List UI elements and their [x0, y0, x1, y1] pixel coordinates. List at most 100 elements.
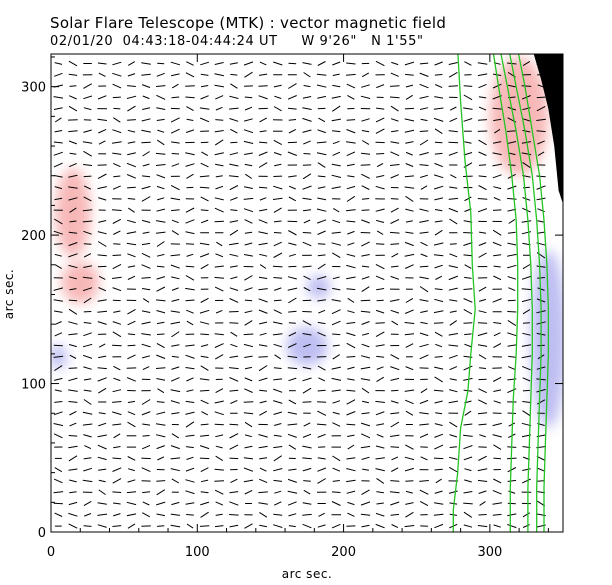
- field-vector: [171, 344, 180, 347]
- field-vector: [522, 524, 530, 528]
- field-vector: [317, 389, 326, 392]
- field-vector: [112, 72, 122, 77]
- field-vector: [214, 197, 224, 201]
- field-vector: [171, 433, 180, 439]
- field-vector: [155, 231, 166, 234]
- field-vector: [214, 525, 224, 528]
- field-vector: [127, 468, 135, 472]
- field-vector: [112, 254, 122, 256]
- field-vector: [156, 107, 166, 110]
- field-vector: [98, 275, 106, 280]
- field-vector: [157, 129, 165, 133]
- field-vector: [68, 130, 78, 133]
- field-vector: [521, 275, 531, 280]
- field-vector: [478, 96, 487, 99]
- field-vector: [287, 478, 297, 483]
- field-vector: [229, 152, 239, 156]
- field-vector: [331, 389, 341, 392]
- field-vector: [186, 514, 194, 516]
- field-vector: [448, 344, 459, 347]
- field-vector: [53, 423, 64, 427]
- field-vector: [272, 197, 283, 200]
- field-vector: [302, 467, 312, 472]
- field-vector: [405, 297, 414, 303]
- field-vector: [332, 105, 341, 112]
- field-vector: [522, 264, 531, 270]
- field-vector: [83, 434, 92, 438]
- field-vector: [332, 84, 341, 88]
- field-vector: [522, 118, 530, 122]
- field-vector: [171, 366, 180, 370]
- field-vector: [214, 62, 224, 65]
- field-vector: [347, 175, 355, 178]
- field-vector: [98, 489, 106, 496]
- field-vector: [127, 219, 136, 224]
- field-vector: [97, 502, 107, 505]
- field-vector: [229, 423, 239, 426]
- field-vector: [390, 243, 400, 245]
- field-vector: [142, 491, 151, 494]
- field-vector: [84, 513, 92, 517]
- field-vector: [156, 253, 165, 257]
- field-vector: [171, 298, 180, 302]
- field-vector: [389, 164, 400, 166]
- field-vector: [84, 445, 92, 450]
- field-vector: [200, 117, 210, 123]
- field-vector: [346, 209, 356, 212]
- field-vector: [170, 457, 181, 460]
- field-vector: [128, 207, 135, 213]
- field-vector: [200, 73, 209, 76]
- field-vector: [214, 400, 224, 404]
- field-vector: [69, 479, 77, 483]
- field-vector: [155, 164, 166, 166]
- field-vector: [478, 242, 487, 246]
- field-vector: [156, 310, 166, 314]
- field-vector: [156, 342, 165, 349]
- field-vector: [229, 95, 239, 99]
- field-vector: [463, 298, 473, 303]
- field-vector: [405, 309, 414, 314]
- field-vector: [434, 209, 443, 212]
- field-vector: [68, 389, 78, 392]
- field-vector: [97, 118, 107, 121]
- field-vector: [302, 320, 312, 326]
- field-vector: [464, 264, 472, 269]
- field-vector: [142, 175, 151, 178]
- field-vector: [288, 119, 297, 121]
- field-vector: [390, 513, 400, 516]
- field-vector: [317, 524, 326, 528]
- field-vector: [521, 298, 532, 303]
- field-vector: [347, 242, 355, 246]
- field-vector: [53, 299, 63, 302]
- field-vector: [360, 366, 371, 370]
- field-vector: [478, 354, 487, 360]
- field-vector: [404, 186, 415, 189]
- field-vector: [448, 333, 458, 336]
- field-vector: [229, 514, 239, 516]
- field-vector: [170, 389, 181, 393]
- field-vector: [230, 73, 238, 76]
- field-vector: [83, 185, 92, 190]
- field-vector: [317, 254, 326, 257]
- field-vector: [288, 377, 297, 382]
- field-vector: [82, 411, 93, 415]
- field-vector: [419, 332, 429, 337]
- field-vector: [405, 480, 414, 482]
- field-vector: [477, 525, 488, 528]
- field-vector: [419, 152, 429, 156]
- field-vector: [200, 491, 209, 494]
- field-vector: [433, 107, 444, 110]
- field-vector: [391, 320, 399, 326]
- field-vector: [141, 321, 151, 325]
- field-vector: [69, 152, 77, 155]
- x-tick-label: 200: [331, 545, 356, 560]
- field-vector: [420, 118, 428, 122]
- field-vector: [449, 310, 457, 313]
- field-vector: [479, 367, 487, 369]
- field-vector: [199, 175, 210, 178]
- field-vector: [287, 343, 297, 348]
- field-vector: [229, 444, 239, 450]
- field-vector: [68, 73, 78, 76]
- field-vector: [493, 343, 502, 349]
- field-vector: [389, 299, 400, 302]
